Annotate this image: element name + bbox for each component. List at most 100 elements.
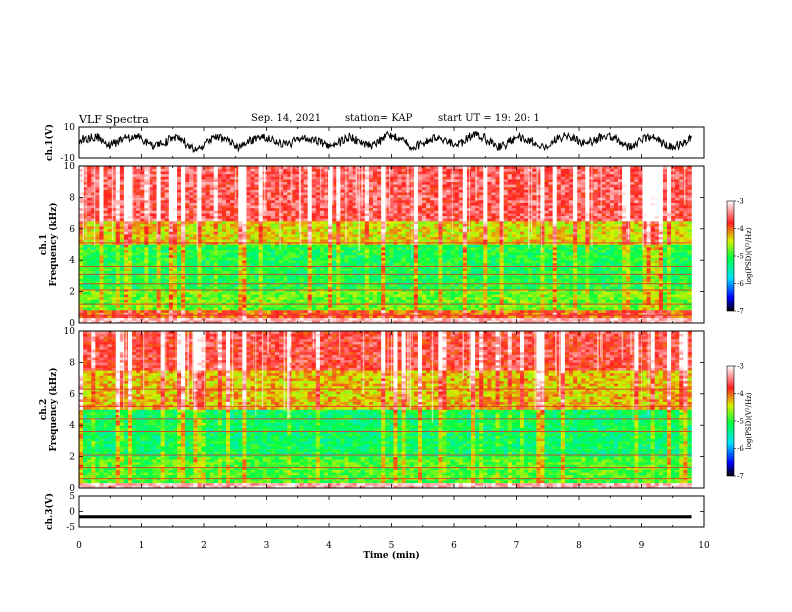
spectrogram-cell bbox=[507, 315, 513, 319]
spectrogram-cell bbox=[601, 294, 607, 298]
spectrogram-cell bbox=[270, 268, 276, 271]
spectrogram-cell bbox=[450, 299, 455, 303]
spectrogram-cell bbox=[683, 283, 688, 287]
spectrogram-cell bbox=[83, 260, 88, 264]
spectrogram-cell bbox=[262, 252, 268, 256]
spectrogram-cell bbox=[495, 257, 500, 261]
spectrogram-cell bbox=[344, 320, 349, 324]
spectrogram-cell bbox=[667, 236, 672, 240]
spectrogram-cell bbox=[275, 296, 280, 300]
spectrogram-cell bbox=[262, 302, 268, 305]
spectrogram-cell bbox=[409, 283, 415, 287]
spectrogram-cell bbox=[299, 247, 304, 251]
spectrogram-cell bbox=[564, 249, 570, 253]
spectrogram-cell bbox=[242, 302, 247, 305]
spectrogram-cell bbox=[311, 304, 317, 308]
spectrogram-cell bbox=[193, 309, 198, 313]
spectrogram-cell bbox=[462, 262, 468, 266]
spectrogram-cell bbox=[528, 239, 533, 243]
spectrogram-cell bbox=[667, 239, 672, 243]
spectrogram-cell bbox=[328, 302, 333, 305]
spectrogram-cell bbox=[536, 275, 541, 279]
spectrogram-cell bbox=[230, 254, 235, 258]
spectrogram-cell bbox=[434, 296, 439, 300]
spectrogram-cell bbox=[442, 281, 447, 285]
spectrogram-cell bbox=[564, 275, 570, 279]
spectrogram-cell bbox=[605, 286, 611, 290]
spectrogram-cell bbox=[573, 254, 578, 258]
spectrogram-cell bbox=[128, 291, 133, 295]
spectrogram-cell bbox=[128, 315, 133, 319]
spectrogram-cell bbox=[246, 291, 251, 295]
spectrogram-cell bbox=[634, 262, 639, 266]
spectrogram-cell bbox=[160, 304, 166, 308]
spectrogram-cell bbox=[642, 320, 647, 324]
spectrogram-cell bbox=[364, 270, 370, 274]
spectrogram-cell bbox=[585, 268, 590, 271]
spectrogram-cell bbox=[630, 275, 635, 279]
spectrogram-cell bbox=[487, 296, 492, 300]
spectrogram-cell bbox=[385, 262, 390, 266]
spectrogram-cell bbox=[307, 302, 313, 305]
spectrogram-cell bbox=[564, 257, 570, 261]
spectrogram-cell bbox=[397, 307, 402, 311]
spectrogram-cell bbox=[238, 304, 243, 308]
spectrogram-cell bbox=[315, 247, 321, 251]
spectrogram-cell bbox=[475, 307, 480, 311]
spectrogram-cell bbox=[393, 304, 398, 308]
spectrogram-cell bbox=[303, 268, 308, 271]
spectrogram-cell bbox=[234, 304, 239, 308]
spectrogram-cell bbox=[83, 247, 88, 251]
spectrogram-cell bbox=[283, 270, 288, 274]
spectrogram-cell bbox=[397, 304, 402, 308]
spectrogram-cell bbox=[389, 296, 394, 300]
spectrogram-cell bbox=[352, 260, 357, 264]
spectrogram-cell bbox=[115, 254, 121, 258]
spectrogram-cell bbox=[99, 257, 104, 261]
spectrogram-cell bbox=[495, 286, 500, 290]
spectrogram-cell bbox=[385, 275, 390, 279]
spectrogram-cell bbox=[630, 294, 635, 298]
spectrogram-cell bbox=[83, 294, 88, 298]
spectrogram-cell bbox=[373, 294, 378, 298]
spectrogram-cell bbox=[79, 320, 84, 324]
spectrogram-cell bbox=[442, 236, 447, 240]
spectrogram-cell bbox=[119, 286, 125, 290]
spectrogram-cell bbox=[454, 252, 460, 256]
spectrogram-cell bbox=[671, 304, 676, 308]
spectrogram-cell bbox=[311, 262, 317, 266]
spectrogram-cell bbox=[177, 299, 182, 303]
spectrogram-cell bbox=[548, 315, 553, 319]
spectrogram-cell bbox=[364, 286, 370, 290]
spectrogram-cell bbox=[650, 320, 656, 324]
spectrogram-cell bbox=[622, 307, 627, 311]
spectrogram-cell bbox=[360, 249, 366, 253]
spectrogram-cell bbox=[250, 317, 255, 321]
spectrogram-cell bbox=[405, 252, 411, 256]
spectrogram-cell bbox=[303, 254, 308, 258]
spectrogram-cell bbox=[581, 283, 586, 287]
spectrogram-cell bbox=[324, 270, 329, 274]
spectrogram-cell bbox=[622, 236, 627, 240]
spectrogram-cell bbox=[115, 286, 121, 290]
spectrogram-cell bbox=[528, 254, 533, 258]
spectrogram-cell bbox=[507, 254, 513, 258]
spectrogram-cell bbox=[581, 262, 586, 266]
spectrogram-cell bbox=[540, 257, 545, 261]
spectrogram-cell bbox=[642, 239, 647, 243]
spectrogram-cell bbox=[115, 262, 121, 266]
spectrogram-cell bbox=[540, 291, 545, 295]
spectrogram-cell bbox=[189, 257, 194, 261]
spectrogram-cell bbox=[507, 309, 513, 313]
spectrogram-cell bbox=[111, 257, 117, 261]
spectrogram-cell bbox=[569, 299, 574, 303]
spectrogram-cell bbox=[679, 254, 684, 258]
spectrogram-cell bbox=[99, 268, 104, 271]
spectrogram-cell bbox=[630, 254, 635, 258]
spectrogram-cell bbox=[560, 260, 566, 264]
spectrogram-cell bbox=[397, 299, 402, 303]
spectrogram-cell bbox=[593, 317, 598, 321]
spectrogram-cell bbox=[136, 270, 141, 274]
spectrogram-cell bbox=[654, 320, 660, 324]
spectrogram-cell bbox=[332, 268, 337, 271]
